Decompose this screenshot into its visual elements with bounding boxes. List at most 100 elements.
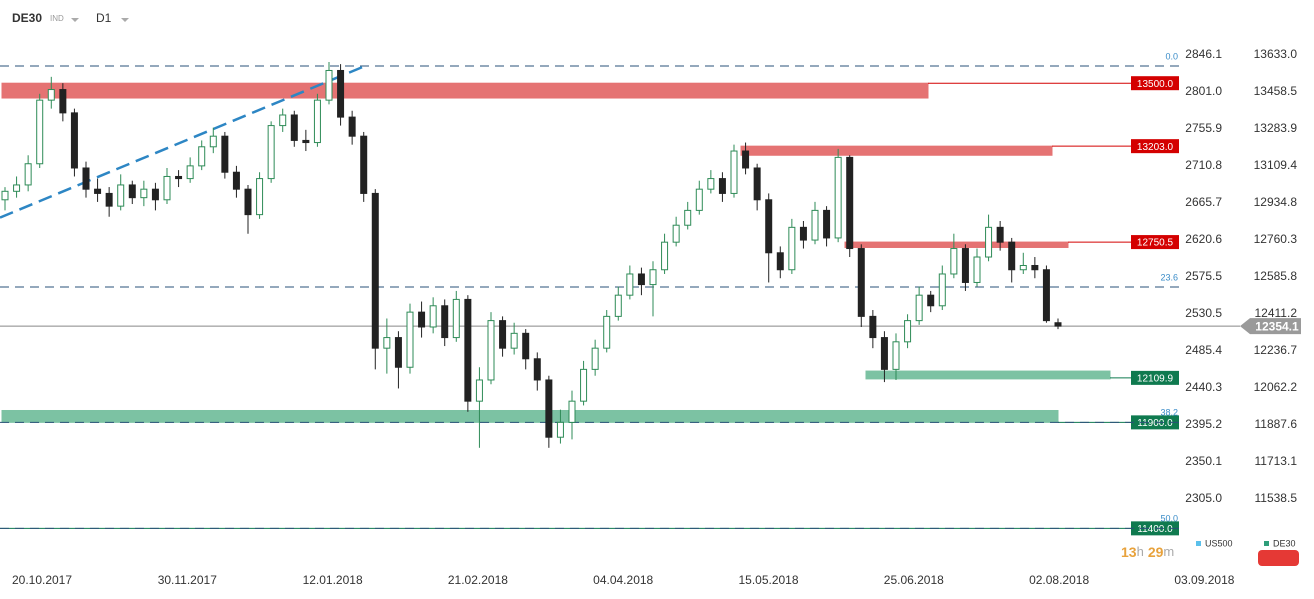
- button[interactable]: [1258, 550, 1299, 566]
- candle-body: [24, 163, 32, 186]
- y-tick-label: 12062.2: [1254, 380, 1298, 394]
- candle-body: [626, 273, 634, 296]
- zone: [865, 370, 1111, 380]
- y2-tick-label: 2620.6: [1185, 232, 1222, 246]
- candle-body: [591, 347, 599, 370]
- y-tick-label: 11713.1: [1255, 454, 1298, 468]
- level-label: 12109.9: [1137, 374, 1174, 385]
- zone: [1, 82, 929, 99]
- y2-tick-label: 2395.2: [1185, 417, 1222, 431]
- candle-body: [522, 332, 530, 360]
- candle-body: [36, 99, 44, 165]
- symbol[interactable]: DE30: [12, 11, 42, 25]
- x-tick-label: 04.04.2018: [593, 573, 653, 587]
- caret[interactable]: [121, 18, 129, 22]
- candle-body: [59, 89, 67, 114]
- x-tick-label: 25.06.2018: [884, 573, 944, 587]
- candle-body: [695, 188, 703, 211]
- legend-swatch: [1264, 541, 1269, 546]
- candle-body: [637, 273, 645, 286]
- candle-body: [927, 294, 935, 307]
- y-tick-label: 12585.8: [1254, 269, 1298, 283]
- candle-body: [232, 171, 240, 190]
- x-tick-label: 12.01.2018: [303, 573, 363, 587]
- candle-body: [418, 311, 426, 328]
- candle-body: [765, 199, 773, 254]
- candle-body: [533, 358, 541, 381]
- candle-body: [869, 315, 877, 339]
- price-badge: [1240, 318, 1301, 335]
- candle-body: [880, 337, 888, 370]
- fib-label: 38.2: [1160, 408, 1178, 418]
- zone: [740, 145, 1053, 156]
- level-label: 12750.5: [1137, 238, 1174, 249]
- candle-body: [475, 379, 483, 402]
- candle-body: [198, 146, 206, 167]
- candle-body: [94, 188, 102, 194]
- candle-body: [1, 190, 9, 201]
- x-tick-label: 30.11.2017: [158, 573, 217, 587]
- caret[interactable]: [71, 18, 79, 22]
- candle-body: [857, 248, 865, 317]
- y-tick-label: 13283.9: [1254, 121, 1298, 135]
- candle-body: [973, 256, 981, 283]
- candle-body: [394, 337, 402, 368]
- candle-body: [186, 165, 194, 180]
- candle-body: [499, 320, 507, 349]
- y-tick-label: 13633.0: [1254, 47, 1298, 61]
- y2-tick-label: 2305.0: [1185, 491, 1222, 505]
- candle-body: [915, 294, 923, 322]
- y2-tick-label: 2846.1: [1185, 47, 1222, 61]
- instrument-type: IND: [50, 14, 64, 23]
- y2-tick-label: 2801.0: [1185, 84, 1222, 98]
- level-badge: [1131, 370, 1179, 385]
- fib-label: 0.0: [1165, 51, 1178, 61]
- candle-body: [82, 167, 90, 190]
- candle-body: [556, 421, 564, 438]
- candle-body: [105, 192, 113, 207]
- candle-body: [221, 135, 229, 173]
- x-tick-label: 15.05.2018: [738, 573, 798, 587]
- y2-tick-label: 2350.1: [1185, 454, 1222, 468]
- candle-body: [892, 341, 900, 370]
- candle-body: [938, 273, 946, 307]
- level-label: 11400.0: [1137, 524, 1173, 535]
- candle-body: [464, 298, 472, 402]
- candle-body: [823, 209, 831, 239]
- candle-body: [707, 178, 715, 190]
- y2-tick-label: 2440.3: [1185, 380, 1222, 394]
- candle-body: [452, 298, 460, 339]
- zone: [844, 241, 1069, 248]
- candle-body: [649, 269, 657, 286]
- candle-body: [117, 184, 125, 207]
- x-tick-label: 02.08.2018: [1029, 573, 1089, 587]
- candle-body: [313, 99, 321, 144]
- candle-body: [140, 188, 148, 199]
- candle-body: [441, 305, 449, 339]
- x-tick-label: 03.09.2018: [1174, 573, 1234, 587]
- legend-label[interactable]: DE30: [1273, 538, 1296, 548]
- candle-body: [961, 248, 969, 283]
- y2-tick-label: 2575.5: [1185, 269, 1222, 283]
- candle-body: [429, 305, 437, 328]
- level-label: 13500.0: [1137, 79, 1174, 90]
- candle-body: [742, 150, 750, 169]
- candle-body: [904, 320, 912, 343]
- fib-label: 50.0: [1160, 514, 1178, 524]
- countdown-part: m: [1163, 544, 1174, 559]
- candle-body: [950, 248, 958, 275]
- interval[interactable]: D1: [96, 11, 112, 25]
- y-tick-label: 13458.5: [1254, 84, 1298, 98]
- candle-body: [834, 156, 842, 239]
- candle-body: [996, 226, 1004, 243]
- level-label: 13203.0: [1137, 142, 1174, 153]
- candle-body: [325, 69, 333, 101]
- y2-tick-label: 2665.7: [1185, 195, 1222, 209]
- candle-body: [279, 114, 287, 127]
- zone: [1, 409, 1059, 423]
- candle-body: [406, 311, 414, 368]
- candle-body: [348, 116, 356, 137]
- y-tick-label: 12236.7: [1254, 343, 1298, 357]
- legend-label[interactable]: US500: [1205, 538, 1233, 548]
